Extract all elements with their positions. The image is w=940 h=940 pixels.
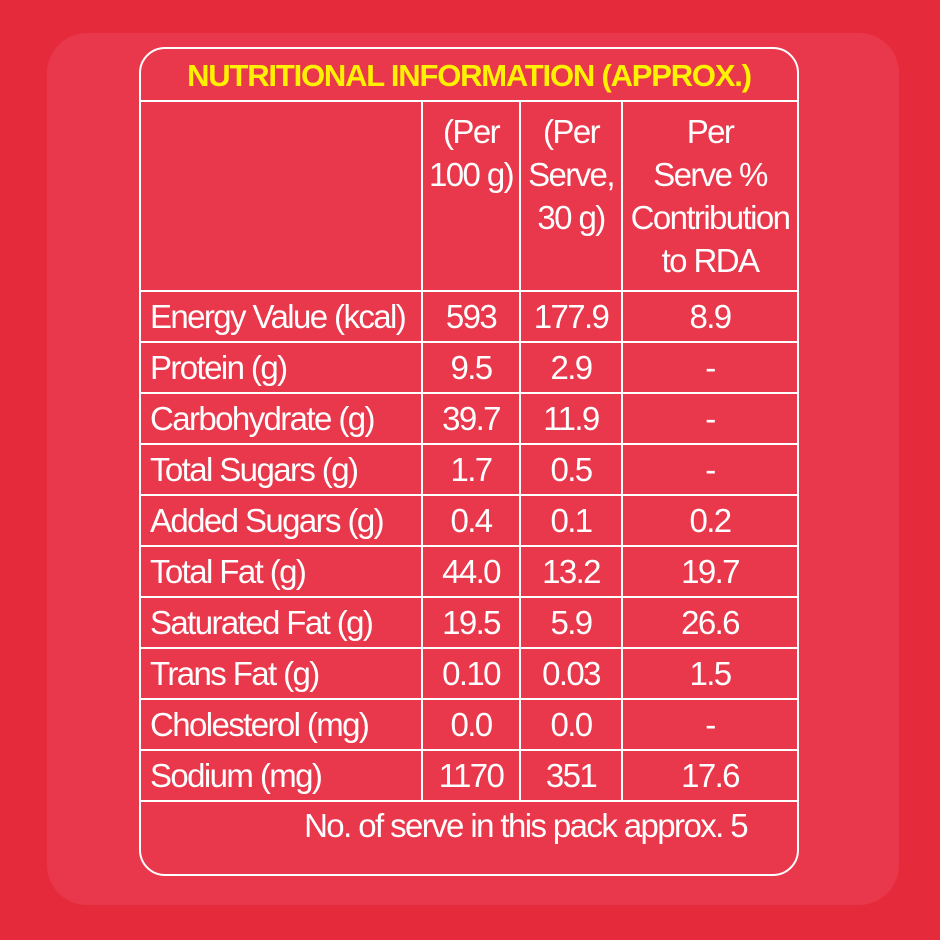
value-per-100g: 1.7 bbox=[421, 443, 521, 496]
value-per-100g: 19.5 bbox=[421, 596, 521, 649]
header-line: (Per bbox=[443, 113, 501, 150]
nutrition-label: NUTRITIONAL INFORMATION (APPROX.) (Per 10… bbox=[139, 47, 799, 876]
nutrient-name: Total Fat (g) bbox=[141, 545, 423, 598]
nutrient-name: Cholesterol (mg) bbox=[141, 698, 423, 751]
value-rda: - bbox=[621, 341, 797, 394]
header-line: Serve % bbox=[653, 156, 768, 193]
header-line: Per bbox=[686, 113, 735, 150]
table-row: Total Sugars (g) 1.7 0.5- bbox=[141, 443, 797, 496]
table-row: Cholesterol (mg) 0.0 0.0- bbox=[141, 698, 797, 751]
value-rda: - bbox=[621, 698, 797, 751]
nutrition-table: (Per 100 g) (Per Serve, 30 g) Per Serve % Con… bbox=[141, 102, 797, 802]
value-rda: - bbox=[621, 443, 797, 496]
table-row: Saturated Fat (g) 19.5 5.9 26.6 bbox=[141, 596, 797, 649]
value-per-serve: 0.5 bbox=[519, 443, 623, 496]
value-rda: - bbox=[621, 392, 797, 445]
value-per-serve: 2.9 bbox=[519, 341, 623, 394]
label-title: NUTRITIONAL INFORMATION (APPROX.) bbox=[141, 49, 797, 102]
value-per-serve: 0.0 bbox=[519, 698, 623, 751]
value-per-100g: 44.0 bbox=[421, 545, 521, 598]
value-per-100g: 0.10 bbox=[421, 647, 521, 700]
table-row: Protein (g) 9.5 2.9- bbox=[141, 341, 797, 394]
header-rda: Per Serve % Contribution to RDA bbox=[621, 102, 797, 292]
header-line: (Per bbox=[543, 113, 601, 150]
value-per-100g: 9.5 bbox=[421, 341, 521, 394]
header-line: 30 g) bbox=[537, 199, 606, 236]
header-line: to RDA bbox=[661, 242, 760, 279]
value-per-100g: 39.7 bbox=[421, 392, 521, 445]
nutrient-name: Sodium (mg) bbox=[141, 749, 423, 802]
value-rda: 8.9 bbox=[621, 290, 797, 343]
nutrient-name: Total Sugars (g) bbox=[141, 443, 423, 496]
value-rda: 0.2 bbox=[621, 494, 797, 547]
value-per-100g: 0.0 bbox=[421, 698, 521, 751]
header-line: Contribution bbox=[630, 199, 791, 236]
serves-footer: No. of serve in this pack approx. 5 bbox=[304, 807, 749, 844]
value-rda: 17.6 bbox=[621, 749, 797, 802]
value-per-100g: 0.4 bbox=[421, 494, 521, 547]
table-row: Sodium (mg) 1170 351 17.6 bbox=[141, 749, 797, 802]
value-per-100g: 593 bbox=[421, 290, 521, 343]
nutrient-name: Trans Fat (g) bbox=[141, 647, 423, 700]
value-per-serve: 0.1 bbox=[519, 494, 623, 547]
value-rda: 19.7 bbox=[621, 545, 797, 598]
value-per-serve: 5.9 bbox=[519, 596, 623, 649]
value-per-serve: 177.9 bbox=[519, 290, 623, 343]
value-per-serve: 11.9 bbox=[519, 392, 623, 445]
value-rda: 1.5 bbox=[621, 647, 797, 700]
header-per-serve: (Per Serve, 30 g) bbox=[519, 102, 623, 292]
header-line: Serve, bbox=[528, 156, 615, 193]
header-row: (Per 100 g) (Per Serve, 30 g) Per Serve % Con… bbox=[141, 102, 797, 292]
value-rda: 26.6 bbox=[621, 596, 797, 649]
value-per-serve: 13.2 bbox=[519, 545, 623, 598]
table-row: Energy Value (kcal) 593 177.9 8.9 bbox=[141, 290, 797, 343]
nutrient-name: Protein (g) bbox=[141, 341, 423, 394]
nutrient-name: Saturated Fat (g) bbox=[141, 596, 423, 649]
nutrient-name: Added Sugars (g) bbox=[141, 494, 423, 547]
table-row: Trans Fat (g) 0.10 0.03 1.5 bbox=[141, 647, 797, 700]
header-line: 100 g) bbox=[429, 156, 515, 193]
header-empty-cell bbox=[141, 102, 423, 292]
header-per-100g: (Per 100 g) bbox=[421, 102, 521, 292]
value-per-serve: 0.03 bbox=[519, 647, 623, 700]
table-row: Added Sugars (g) 0.4 0.1 0.2 bbox=[141, 494, 797, 547]
nutrient-name: Carbohydrate (g) bbox=[141, 392, 423, 445]
nutrient-name: Energy Value (kcal) bbox=[141, 290, 423, 343]
table-row: Carbohydrate (g) 39.7 11.9- bbox=[141, 392, 797, 445]
value-per-100g: 1170 bbox=[421, 749, 521, 802]
value-per-serve: 351 bbox=[519, 749, 623, 802]
table-row: Total Fat (g) 44.0 13.2 19.7 bbox=[141, 545, 797, 598]
